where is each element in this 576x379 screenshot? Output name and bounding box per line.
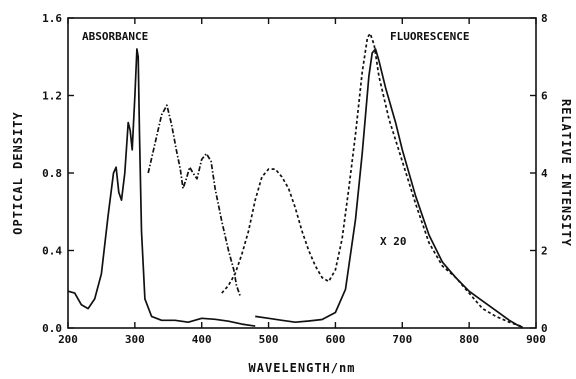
x-tick-label: 400	[192, 333, 212, 346]
y-tick-label-right: 0	[541, 322, 548, 335]
y-tick-label-left: 0.8	[42, 167, 62, 180]
series-line-right-solid-3	[255, 48, 523, 329]
series-line-left-solid-0	[67, 48, 256, 327]
x-tick-label: 800	[459, 333, 479, 346]
axis-ticks	[67, 17, 537, 329]
scale-factor-label: X 20	[380, 235, 407, 248]
x-tick-label: 200	[58, 333, 78, 346]
series-line-right-dashed-2	[221, 32, 523, 328]
y-tick-label-right: 6	[541, 90, 548, 103]
y-tick-label-right: 2	[541, 245, 548, 258]
y-tick-label-right: 8	[541, 12, 548, 25]
x-axis-title: WAVELENGTH/nm	[249, 361, 356, 375]
y-tick-label-left: 1.2	[42, 90, 62, 103]
y-tick-label-left: 0.0	[42, 322, 62, 335]
y-tick-label-left: 1.6	[42, 12, 62, 25]
x-tick-label: 900	[526, 333, 546, 346]
series-line-left-dashdot-1	[147, 104, 242, 298]
y-axis-title-right: RELATIVE INTENSITY	[559, 99, 573, 247]
y-tick-label-left: 0.4	[42, 245, 62, 258]
data-curves	[67, 32, 523, 329]
x-tick-label: 700	[392, 333, 412, 346]
x-tick-label: 600	[325, 333, 345, 346]
fluorescence-label: FLUORESCENCE	[390, 30, 469, 43]
x-tick-label: 500	[259, 333, 279, 346]
axis-tick-labels: 200 300 400 500 600 700 800 900 0.0 0.4 0.8 1.2 1.6 0…	[42, 12, 548, 346]
y-axis-title-left: OPTICAL DENSITY	[11, 111, 25, 234]
absorbance-label: ABSORBANCE	[82, 30, 148, 43]
x-tick-label: 300	[125, 333, 145, 346]
y-tick-label-right: 4	[541, 167, 548, 180]
